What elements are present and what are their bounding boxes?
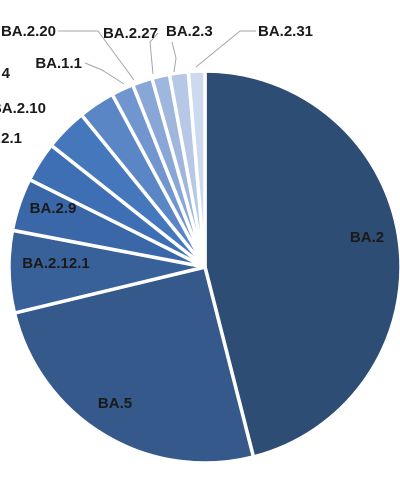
slice-label: BA.2.10 bbox=[0, 100, 46, 117]
slice-label: BA.2.12.1 bbox=[22, 255, 90, 272]
slice-label: BA.1.1 bbox=[35, 55, 82, 72]
slice-label: BA.2.3 bbox=[166, 23, 213, 40]
slice-label: 4 bbox=[2, 65, 11, 82]
pie-slice-ba-2 bbox=[203, 69, 400, 459]
slice-label: BA.2.31 bbox=[258, 23, 313, 40]
pie-slice-ba-2-31 bbox=[186, 69, 207, 269]
slice-label: BA.2 bbox=[350, 229, 384, 246]
slice-label: BA.5 bbox=[98, 395, 132, 412]
slice-label: .2.1 bbox=[0, 130, 22, 147]
leader-line bbox=[58, 30, 135, 81]
leader-line bbox=[84, 62, 125, 85]
labels-layer: BA.2 BA.5 BA.2.12.1 BA.2.9 .2.1 BA.2.10 4 BA.1.… bbox=[0, 23, 384, 412]
leader-lines-layer bbox=[58, 30, 256, 85]
slice-label: BA.2.27 bbox=[103, 25, 158, 42]
leader-line bbox=[171, 41, 177, 73]
slice-label: BA.2.20 bbox=[1, 23, 56, 40]
leader-line bbox=[149, 32, 159, 75]
leader-line bbox=[195, 30, 256, 68]
slices-layer bbox=[7, 69, 400, 465]
pie-slice-ba-5 bbox=[12, 265, 256, 465]
slice-label: BA.2.9 bbox=[30, 200, 77, 217]
